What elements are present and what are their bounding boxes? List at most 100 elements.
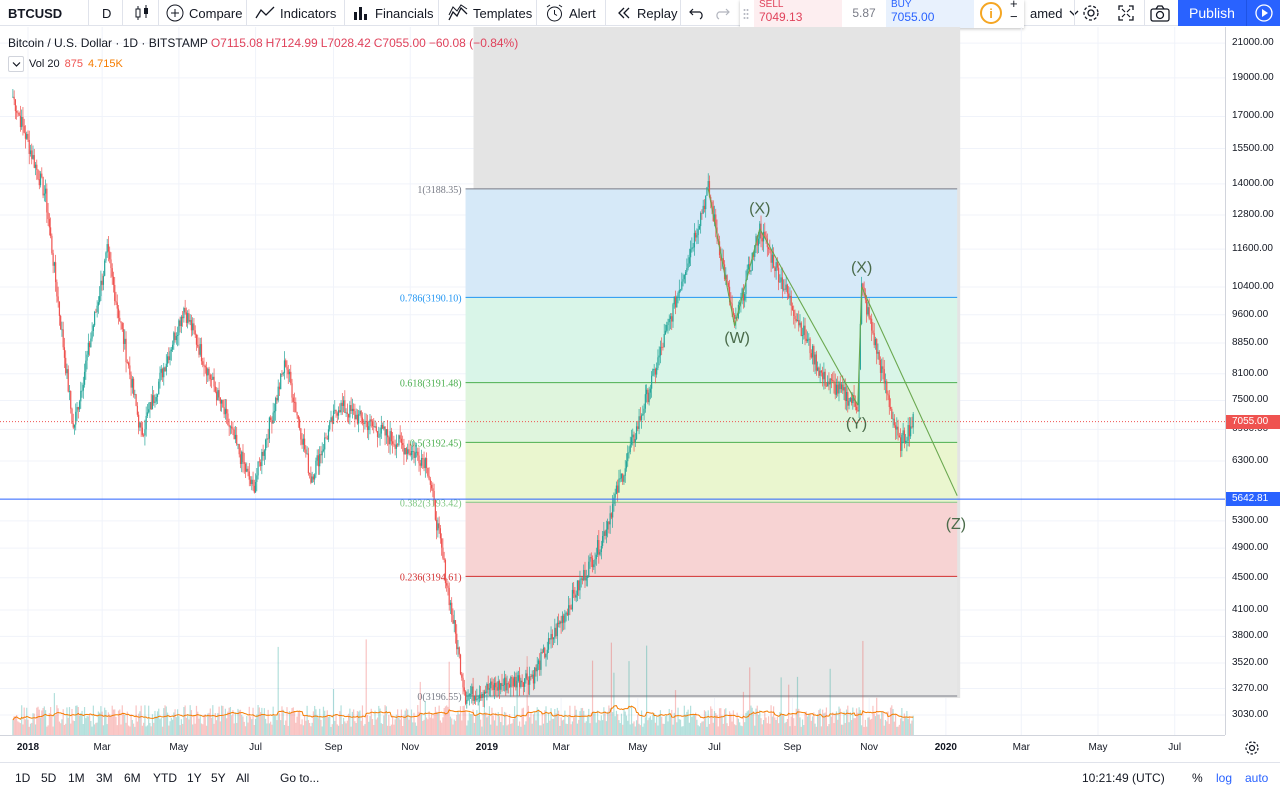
minus-icon[interactable]: − xyxy=(1010,9,1018,24)
candle-body xyxy=(784,288,786,290)
range-button-1y[interactable]: 1Y xyxy=(187,771,202,785)
volume-bar xyxy=(740,725,742,735)
volume-bar xyxy=(300,724,302,735)
range-button-5d[interactable]: 5D xyxy=(41,771,57,785)
fullscreen-button[interactable] xyxy=(1117,0,1135,26)
replay-button[interactable]: Replay xyxy=(616,0,677,26)
trend-lines[interactable] xyxy=(707,188,958,496)
candle-body xyxy=(516,680,518,688)
compare-button[interactable]: Compare xyxy=(166,0,242,26)
volume-bar xyxy=(571,721,574,735)
range-button-3m[interactable]: 3M xyxy=(96,771,113,785)
volume-bar xyxy=(109,714,111,735)
plus-icon[interactable]: + xyxy=(1010,0,1018,11)
volume-bar xyxy=(170,717,172,735)
publish-button[interactable]: Publish xyxy=(1178,0,1246,26)
axis-settings-button[interactable] xyxy=(1244,740,1260,759)
candle-body xyxy=(522,682,524,687)
candle-body xyxy=(307,453,309,474)
volume-bar xyxy=(468,712,470,735)
candle-body xyxy=(720,255,722,261)
volume-bar xyxy=(654,722,657,735)
candle-body xyxy=(849,397,851,402)
volume-bar xyxy=(663,723,665,735)
interval-button[interactable]: D xyxy=(102,0,111,26)
log-scale-button[interactable]: log xyxy=(1216,771,1233,785)
candle-body xyxy=(530,676,532,678)
buy-button[interactable]: BUY 7055.00 xyxy=(886,0,974,28)
play-button[interactable] xyxy=(1246,0,1280,26)
trend-line[interactable] xyxy=(861,286,958,496)
go-to-date-button[interactable]: Go to... xyxy=(280,771,320,785)
candles-icon xyxy=(135,5,148,20)
range-button-ytd[interactable]: YTD xyxy=(153,771,177,785)
redo-button[interactable] xyxy=(714,0,730,26)
range-button-5y[interactable]: 5Y xyxy=(211,771,226,785)
trading-panel: SELL 7049.13 5.87 BUY 7055.00 i + − xyxy=(740,0,1024,28)
candle-body xyxy=(345,412,347,414)
candle-body xyxy=(99,296,101,303)
candle-body xyxy=(309,473,311,474)
candle-body xyxy=(383,426,385,429)
volume-bar xyxy=(595,722,597,735)
price-chart[interactable]: 1(3188.35)0.786(3190.10)0.618(3191.48)0.… xyxy=(0,27,1225,735)
alert-button[interactable]: Alert xyxy=(545,0,596,26)
time-axis[interactable]: 2018 Mar May Jul Sep Nov 2019 Mar May Jul Sep Nov 20… xyxy=(0,735,1225,761)
volume-bar xyxy=(290,712,292,735)
time-tick: Sep xyxy=(783,742,802,753)
volume-bar xyxy=(359,710,361,735)
indicators-button[interactable]: Indicators xyxy=(255,0,336,26)
sell-button[interactable]: SELL 7049.13 xyxy=(754,0,842,28)
volume-ma-line xyxy=(12,705,914,721)
volume-bar xyxy=(163,708,165,735)
volume-bar xyxy=(378,705,380,735)
undo-button[interactable] xyxy=(689,0,705,26)
range-button-all[interactable]: All xyxy=(236,771,250,785)
symbol-search[interactable]: BTCUSD xyxy=(8,0,62,26)
candle-body xyxy=(432,488,434,491)
snapshot-button[interactable] xyxy=(1150,0,1170,26)
settings-button[interactable] xyxy=(1082,0,1100,26)
auto-scale-button[interactable]: auto xyxy=(1245,771,1269,785)
range-button-1m[interactable]: 1M xyxy=(68,771,85,785)
fib-retracement[interactable]: 1(3188.35)0.786(3190.10)0.618(3191.48)0.… xyxy=(400,27,961,703)
clock[interactable]: 10:21:49 (UTC) xyxy=(1082,771,1165,785)
trend-line[interactable] xyxy=(707,188,736,326)
volume-bar xyxy=(297,711,299,735)
volume-bar xyxy=(574,705,576,735)
volume-bar xyxy=(537,709,540,735)
candle-body xyxy=(29,150,32,154)
quantity-stepper[interactable]: + − xyxy=(1010,0,1018,23)
volume-bar xyxy=(179,725,181,735)
candle-body xyxy=(595,554,597,560)
trend-line[interactable] xyxy=(759,228,859,406)
chart-style-button[interactable] xyxy=(133,0,151,26)
layout-name: amed xyxy=(1030,5,1063,21)
candle-body xyxy=(366,421,369,431)
templates-button[interactable]: Templates xyxy=(448,0,532,26)
financials-button[interactable]: Financials xyxy=(352,0,434,26)
candle-body xyxy=(50,227,52,236)
gear-icon xyxy=(1245,741,1259,755)
volume-bar xyxy=(23,707,25,735)
collapse-legend-button[interactable] xyxy=(8,56,24,72)
candle-body xyxy=(546,649,548,654)
time-tick: Jul xyxy=(249,742,262,753)
info-icon[interactable]: i xyxy=(980,2,1002,24)
candle-body xyxy=(219,397,221,404)
range-button-1d[interactable]: 1D xyxy=(15,771,31,785)
percent-scale-button[interactable]: % xyxy=(1192,771,1203,785)
volume-bar xyxy=(761,724,763,735)
candle-body xyxy=(76,407,78,412)
volume-bar xyxy=(845,709,848,735)
drag-handle-icon[interactable] xyxy=(743,8,749,20)
trend-line[interactable] xyxy=(857,286,863,406)
candle-body xyxy=(690,249,692,258)
price-axis[interactable]: 21000.00 19000.00 17000.00 15500.00 14000.00… xyxy=(1225,27,1280,735)
candle-body xyxy=(203,364,205,367)
candle-body xyxy=(373,426,375,427)
candle-body xyxy=(495,682,497,688)
layout-menu-button[interactable]: amed xyxy=(1030,0,1080,26)
trend-line[interactable] xyxy=(734,228,761,326)
range-button-6m[interactable]: 6M xyxy=(124,771,141,785)
